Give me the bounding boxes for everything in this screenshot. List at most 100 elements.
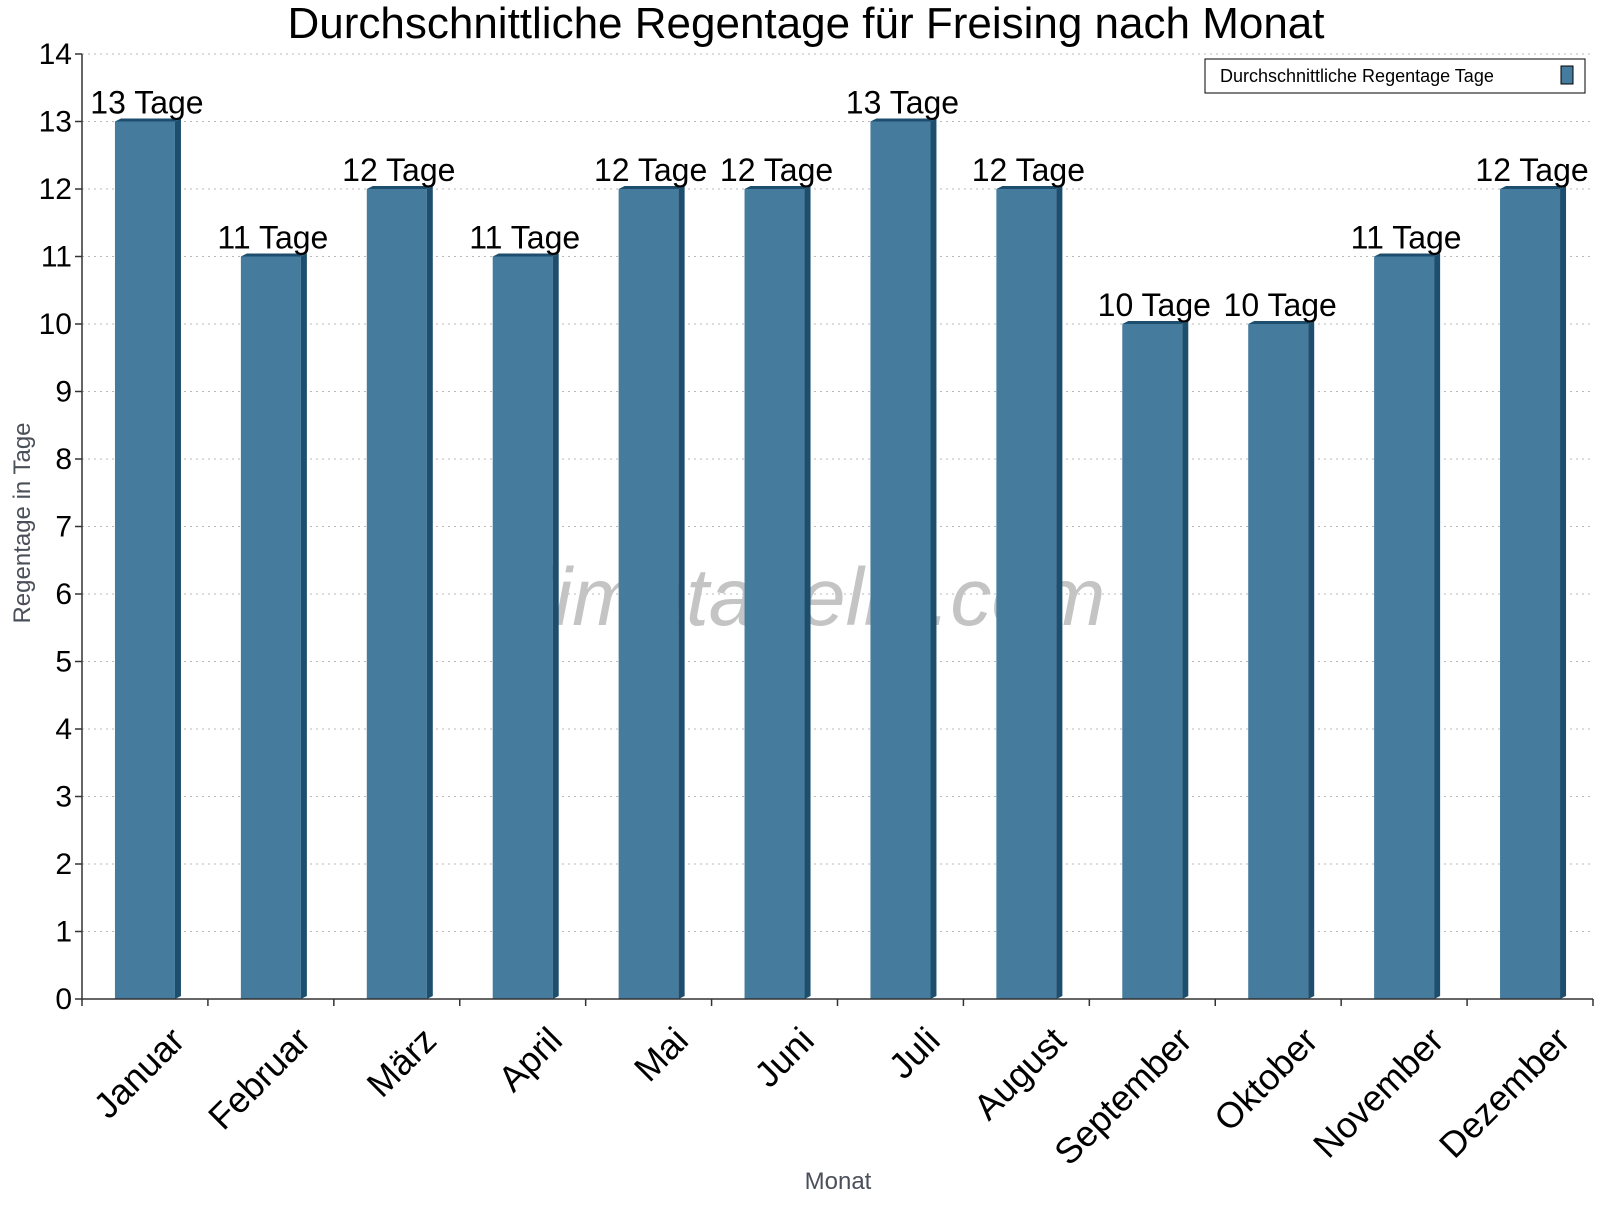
legend-box <box>1204 58 1586 94</box>
legend-swatch <box>1560 65 1574 85</box>
y-tick-label: 7 <box>55 511 72 544</box>
bar-side <box>174 118 181 999</box>
bar-november <box>1374 253 1441 999</box>
y-tick-label: 3 <box>55 781 72 814</box>
bar-top <box>996 186 1063 189</box>
y-tick-label: 1 <box>55 916 72 949</box>
x-tick-label: Januar <box>85 1019 192 1126</box>
data-label: 12 Tage <box>594 152 707 188</box>
bar-face <box>240 256 301 999</box>
data-label: 12 Tage <box>720 152 833 188</box>
bar-side <box>1308 321 1315 999</box>
bar-juni <box>744 186 811 999</box>
data-label: 13 Tage <box>90 85 203 121</box>
data-labels: 13 Tage 11 Tage 12 Tage 11 Tage 12 Tage 12 Ta… <box>90 85 1588 324</box>
data-label: 11 Tage <box>469 220 580 256</box>
data-label: 11 Tage <box>1351 220 1462 256</box>
y-tick-label: 6 <box>55 578 72 611</box>
bars <box>114 118 1567 999</box>
gridlines <box>82 53 1593 932</box>
x-tick-label: November <box>1305 1019 1451 1165</box>
data-label: 12 Tage <box>1475 152 1588 188</box>
data-label: 12 Tage <box>342 152 455 188</box>
legend: Durchschnittliche Regentage Tage <box>1204 58 1586 94</box>
x-tick-label: März <box>359 1019 445 1105</box>
x-axis-title: Monat <box>805 1168 872 1195</box>
bar-april <box>492 253 559 999</box>
bar-top <box>618 186 685 189</box>
bar-top <box>114 118 181 122</box>
bar-face <box>1500 189 1561 999</box>
bar-face <box>870 121 931 999</box>
bar-side <box>1056 186 1063 999</box>
bar-face <box>1248 324 1309 999</box>
bar-side <box>1560 186 1567 999</box>
bar-side <box>1182 321 1189 999</box>
legend-label: Durchschnittliche Regentage Tage <box>1220 66 1494 86</box>
bar-side <box>678 186 685 999</box>
data-label: 10 Tage <box>1098 287 1211 323</box>
bar-top <box>366 186 433 189</box>
y-tick-label: 10 <box>39 308 72 341</box>
bar-face <box>1374 256 1435 999</box>
x-tick-label: September <box>1046 1019 1200 1173</box>
y-axis-title: Regentage in Tage <box>9 422 36 623</box>
bar-august <box>996 186 1063 999</box>
y-tick-label: 0 <box>55 983 72 1016</box>
bar-face <box>744 189 805 999</box>
y-tick-label: 8 <box>55 443 72 476</box>
bar-face <box>996 189 1057 999</box>
bar-top <box>240 253 307 257</box>
y-tick-label: 11 <box>41 241 72 274</box>
y-tick-label: 13 <box>39 106 72 139</box>
bar-face <box>366 189 427 999</box>
y-tick-label: 14 <box>39 38 72 71</box>
x-tick-label: Oktober <box>1206 1019 1326 1139</box>
chart-title: Durchschnittliche Regentage für Freising… <box>288 0 1325 48</box>
x-tick-label: August <box>965 1019 1073 1127</box>
bar-face <box>492 256 553 999</box>
data-label: 12 Tage <box>972 152 1085 188</box>
bar-top <box>492 253 559 257</box>
data-label: 13 Tage <box>846 85 959 121</box>
bar-september <box>1122 321 1189 999</box>
data-label: 10 Tage <box>1224 287 1337 323</box>
x-tick-label: April <box>490 1019 570 1099</box>
x-tick-label: Juli <box>881 1019 948 1086</box>
bar-top <box>1248 321 1315 324</box>
x-tick-label: Mai <box>626 1019 696 1089</box>
bar-face <box>114 121 175 999</box>
data-label: 11 Tage <box>217 220 328 256</box>
bar-side <box>1434 253 1441 999</box>
bar-side <box>426 186 433 999</box>
bar-oktober <box>1248 321 1315 999</box>
bar-februar <box>240 253 307 999</box>
y-tick-label: 4 <box>55 713 72 746</box>
x-tick-labels: Januar Februar März April Mai Juni Juli AugustS… <box>85 1019 1577 1173</box>
bar-januar <box>114 118 181 999</box>
bar-side <box>552 253 559 999</box>
bar-side <box>300 253 307 999</box>
bar-juli <box>870 118 937 999</box>
y-tick-label: 9 <box>55 376 72 409</box>
bar-märz <box>366 186 433 999</box>
y-tick-label: 2 <box>55 848 72 881</box>
bar-side <box>804 186 811 999</box>
bar-mai <box>618 186 685 999</box>
y-tick-label: 5 <box>55 646 72 679</box>
bar-top <box>1500 186 1567 189</box>
bar-top <box>870 118 937 122</box>
bar-top <box>744 186 811 189</box>
bar-top <box>1374 253 1441 257</box>
bar-dezember <box>1500 186 1567 999</box>
bar-side <box>930 118 937 999</box>
y-tick-label: 12 <box>39 173 72 206</box>
bar-face <box>618 189 679 999</box>
x-tick-label: Dezember <box>1431 1019 1577 1165</box>
bar-top <box>1122 321 1189 324</box>
bar-face <box>1122 324 1183 999</box>
x-tick-label: Juni <box>746 1019 822 1095</box>
